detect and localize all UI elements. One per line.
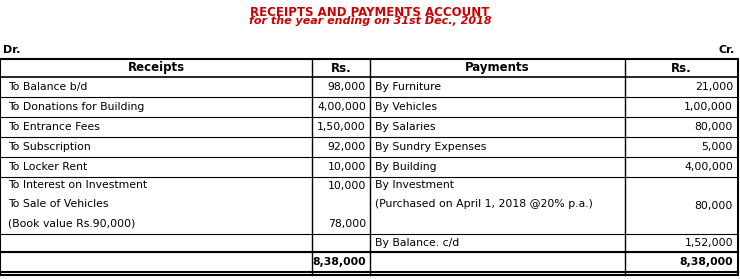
Text: 10,000: 10,000	[328, 162, 366, 172]
Text: To Interest on Investment: To Interest on Investment	[8, 180, 147, 190]
Text: By Furniture: By Furniture	[375, 82, 441, 92]
Text: 98,000: 98,000	[328, 82, 366, 92]
Text: RECEIPTS AND PAYMENTS ACCOUNT: RECEIPTS AND PAYMENTS ACCOUNT	[250, 6, 490, 19]
Text: By Investment: By Investment	[375, 180, 454, 190]
Text: 8,38,000: 8,38,000	[679, 257, 733, 267]
Text: By Salaries: By Salaries	[375, 122, 436, 132]
Text: 4,00,000: 4,00,000	[684, 162, 733, 172]
Text: (Purchased on April 1, 2018 @20% p.a.): (Purchased on April 1, 2018 @20% p.a.)	[375, 199, 593, 209]
Text: To Sale of Vehicles: To Sale of Vehicles	[8, 199, 109, 209]
Text: 1,50,000: 1,50,000	[317, 122, 366, 132]
Text: (Book value Rs.90,000): (Book value Rs.90,000)	[8, 218, 135, 228]
Text: By Balance. c/d: By Balance. c/d	[375, 238, 460, 248]
Text: 21,000: 21,000	[695, 82, 733, 92]
Text: 80,000: 80,000	[695, 122, 733, 132]
Text: Rs.: Rs.	[671, 61, 692, 74]
Text: By Sundry Expenses: By Sundry Expenses	[375, 142, 486, 152]
Text: To Balance b/d: To Balance b/d	[8, 82, 87, 92]
Text: Dr.: Dr.	[3, 45, 21, 55]
Text: Receipts: Receipts	[127, 61, 184, 74]
Text: By Vehicles: By Vehicles	[375, 102, 437, 112]
Text: 10,000: 10,000	[328, 181, 366, 191]
Text: Payments: Payments	[465, 61, 530, 74]
Text: 1,52,000: 1,52,000	[684, 238, 733, 248]
Text: To Donations for Building: To Donations for Building	[8, 102, 144, 112]
Text: Rs.: Rs.	[331, 61, 352, 74]
Text: 80,000: 80,000	[695, 201, 733, 210]
Text: To Entrance Fees: To Entrance Fees	[8, 122, 100, 132]
Text: 4,00,000: 4,00,000	[317, 102, 366, 112]
Text: 8,38,000: 8,38,000	[312, 257, 366, 267]
Bar	[0, 59, 738, 275]
Text: By Building: By Building	[375, 162, 437, 172]
Text: To Locker Rent: To Locker Rent	[8, 162, 87, 172]
Text: 78,000: 78,000	[328, 219, 366, 229]
Text: 92,000: 92,000	[328, 142, 366, 152]
Text: 5,000: 5,000	[702, 142, 733, 152]
Text: To Subscription: To Subscription	[8, 142, 91, 152]
Text: Cr.: Cr.	[719, 45, 735, 55]
Text: for the year ending on 31st Dec., 2018: for the year ending on 31st Dec., 2018	[249, 16, 491, 26]
Text: 1,00,000: 1,00,000	[684, 102, 733, 112]
